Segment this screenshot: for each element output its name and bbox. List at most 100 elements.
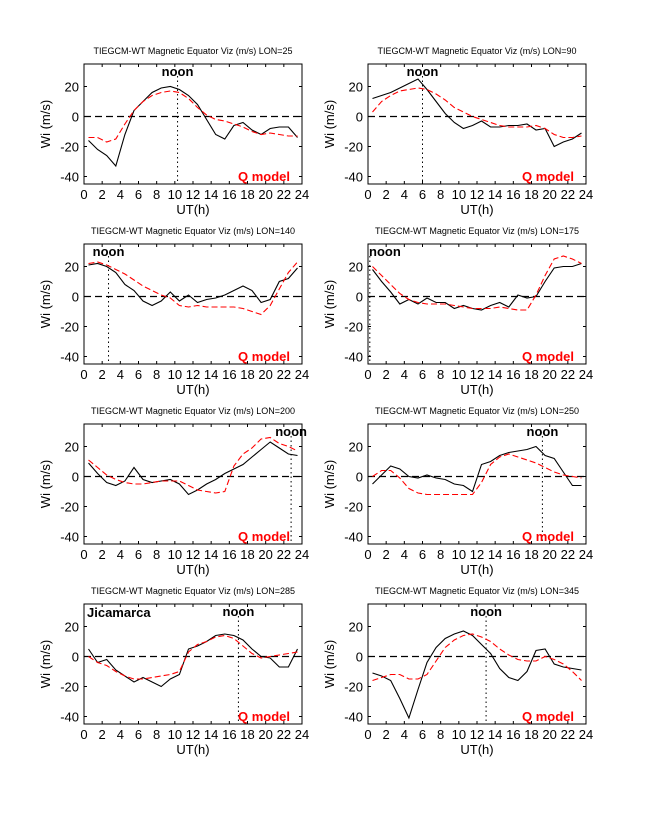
y-tick-label: -20 [60,680,79,695]
x-tick-label: 8 [153,367,160,382]
x-tick-label: 14 [204,547,218,562]
x-tick-label: 10 [168,187,182,202]
model-series-line [88,436,298,494]
panel-lon-8: TIEGCM-WT Magnetic Equator Viz (m/s) LON… [322,586,593,757]
x-tick-label: 0 [364,367,371,382]
y-tick-label: 20 [65,80,79,95]
x-tick-label: 4 [117,367,124,382]
x-tick-label: 2 [99,547,106,562]
y-tick-label: -20 [60,320,79,335]
y-tick-label: -40 [344,350,363,365]
x-tick-label: 14 [488,547,502,562]
x-tick-label: 22 [561,187,575,202]
x-tick-label: 14 [204,367,218,382]
x-tick-label: 22 [277,547,291,562]
x-tick-label: 6 [419,187,426,202]
y-tick-label: -40 [60,170,79,185]
model-label: Q model [522,169,574,184]
y-axis-label: Wi (m/s) [322,460,337,508]
y-tick-label: 0 [356,290,363,305]
x-tick-label: 8 [153,727,160,742]
x-axis-label: UT(h) [176,562,209,577]
x-tick-label: 24 [295,187,309,202]
model-series-line [372,255,582,311]
y-tick-label: -40 [344,530,363,545]
observed-series-line [372,78,582,148]
x-tick-label: 16 [506,727,520,742]
x-tick-label: 6 [135,547,142,562]
noon-label: noon [407,64,439,79]
x-tick-label: 2 [383,187,390,202]
y-tick-label: -40 [60,530,79,545]
y-tick-label: 20 [65,440,79,455]
x-tick-label: 8 [437,367,444,382]
x-tick-label: 10 [168,547,182,562]
x-axis-label: UT(h) [460,382,493,397]
y-tick-label: -20 [344,140,363,155]
plot-frame [83,63,303,185]
model-label: Q model [238,529,290,544]
panel-lon-2: TIEGCM-WT Magnetic Equator Viz (m/s) LON… [322,46,593,217]
y-tick-label: 0 [72,290,79,305]
observed-series-line [372,445,582,493]
plot-frame [367,63,587,185]
x-tick-label: 8 [153,547,160,562]
panel-title: TIEGCM-WT Magnetic Equator Viz (m/s) LON… [94,46,293,56]
x-tick-label: 0 [80,727,87,742]
x-tick-label: 18 [240,547,254,562]
panel-lon-3: TIEGCM-WT Magnetic Equator Viz (m/s) LON… [38,226,309,397]
y-tick-label: -20 [60,140,79,155]
x-tick-label: 18 [240,727,254,742]
y-tick-label: -20 [344,500,363,515]
plot-frame [83,243,303,365]
x-tick-label: 20 [258,547,272,562]
x-axis-label: UT(h) [176,742,209,757]
x-tick-label: 16 [506,547,520,562]
panel-title: TIEGCM-WT Magnetic Equator Viz (m/s) LON… [375,226,579,236]
x-tick-label: 24 [295,727,309,742]
y-tick-label: 20 [349,620,363,635]
plot-frame [83,423,303,545]
y-tick-label: 0 [356,470,363,485]
x-tick-label: 16 [506,187,520,202]
panel-lon-5: TIEGCM-WT Magnetic Equator Viz (m/s) LON… [38,406,309,577]
x-tick-label: 18 [524,367,538,382]
y-tick-label: -20 [344,320,363,335]
x-tick-label: 20 [542,367,556,382]
model-label: Q model [238,709,290,724]
y-tick-label: -20 [344,680,363,695]
x-tick-label: 14 [204,727,218,742]
y-tick-label: 20 [349,260,363,275]
model-series-line [88,634,298,680]
x-tick-label: 4 [401,367,408,382]
x-tick-label: 22 [561,547,575,562]
model-label: Q model [238,349,290,364]
x-tick-label: 16 [506,367,520,382]
observed-series-line [372,630,582,720]
x-axis-label: UT(h) [176,202,209,217]
x-tick-label: 12 [470,727,484,742]
x-tick-label: 2 [383,367,390,382]
model-series-line [372,633,582,682]
x-tick-label: 24 [579,547,593,562]
x-tick-label: 12 [470,367,484,382]
y-tick-label: -40 [60,710,79,725]
x-tick-label: 14 [204,187,218,202]
x-tick-label: 12 [186,367,200,382]
x-tick-label: 2 [99,727,106,742]
y-tick-label: 0 [72,110,79,125]
x-tick-label: 20 [542,187,556,202]
model-label: Q model [522,529,574,544]
x-tick-label: 14 [488,367,502,382]
x-tick-label: 0 [80,367,87,382]
x-tick-label: 10 [168,727,182,742]
x-tick-label: 6 [135,727,142,742]
x-tick-label: 16 [222,187,236,202]
model-series-line [88,90,298,143]
y-tick-label: 20 [349,80,363,95]
y-tick-label: 20 [349,440,363,455]
x-tick-label: 6 [419,367,426,382]
y-tick-label: 0 [72,650,79,665]
x-tick-label: 18 [524,187,538,202]
